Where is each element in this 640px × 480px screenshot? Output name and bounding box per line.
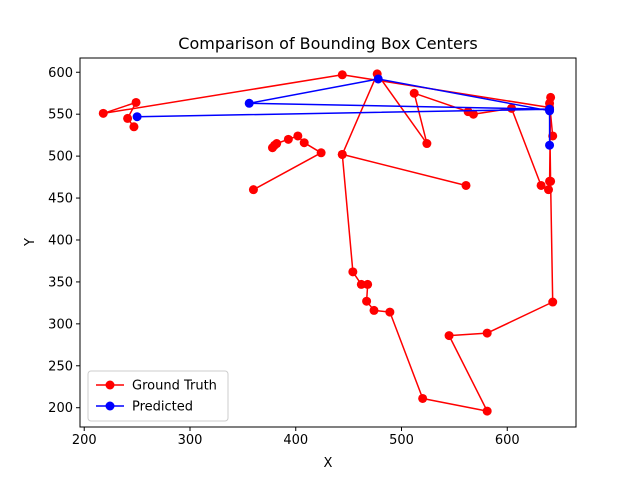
chart-title: Comparison of Bounding Box Centers (178, 34, 477, 53)
data-point-0-30 (123, 113, 133, 123)
y-axis-label: Y (23, 238, 38, 247)
plot-area: 200 300 400 500 600 200 250 300 350 400 450 500 550 6… (48, 57, 577, 448)
data-point-0-28 (98, 108, 108, 118)
data-point-1-4 (545, 104, 555, 114)
data-point-0-16 (362, 296, 372, 306)
series-line-3 (342, 153, 467, 187)
data-point-3-1 (337, 149, 347, 159)
data-point-1-2 (373, 74, 383, 84)
data-point-0-27 (337, 70, 347, 80)
data-point-0-15 (363, 279, 373, 289)
y-tick-label-4: 400 (48, 233, 73, 248)
x-tick-label-4: 600 (495, 433, 520, 448)
data-point-0-4 (544, 185, 554, 195)
data-point-2-7 (270, 140, 280, 150)
data-point-0-14 (356, 279, 366, 289)
y-tick-label-3: 350 (48, 275, 73, 290)
data-point-2-2 (299, 138, 309, 148)
data-point-0-31 (129, 122, 139, 132)
series-line-1 (137, 78, 551, 146)
data-point-0-22 (482, 328, 492, 338)
legend-label-1: Predicted (132, 400, 193, 415)
data-point-0-19 (418, 393, 428, 403)
data-point-2-4 (283, 134, 293, 144)
x-tick-label-1: 300 (178, 433, 203, 448)
data-point-0-13 (348, 267, 358, 277)
x-axis-label: X (324, 456, 333, 471)
data-point-0-20 (482, 406, 492, 416)
y-tick-label-7: 550 (48, 108, 73, 123)
data-point-2-0 (248, 185, 258, 195)
y-tick-label-0: 200 (48, 401, 73, 416)
y-tick-label-2: 300 (48, 317, 73, 332)
data-point-1-3 (244, 98, 254, 108)
data-point-0-0 (548, 131, 558, 141)
data-point-0-2 (546, 92, 556, 102)
data-point-0-21 (444, 331, 454, 341)
data-point-1-0 (545, 140, 555, 150)
data-point-0-23 (548, 297, 558, 307)
data-point-0-9 (409, 88, 419, 98)
legend: Ground Truth Predicted (87, 370, 229, 422)
data-point-0-8 (463, 107, 473, 117)
data-point-2-3 (293, 131, 303, 141)
x-tick-label-3: 500 (389, 433, 414, 448)
legend-marker-0 (105, 380, 115, 390)
data-point-3-0 (461, 180, 471, 190)
legend-box (87, 370, 229, 422)
data-point-0-17 (369, 305, 379, 315)
data-point-0-18 (385, 307, 395, 317)
legend-marker-1 (105, 401, 115, 411)
data-point-2-1 (316, 148, 326, 158)
y-tick-label-8: 600 (48, 66, 73, 81)
data-point-0-24 (546, 176, 556, 186)
x-tick-label-0: 200 (72, 433, 97, 448)
y-tick-label-1: 250 (48, 359, 73, 374)
x-tick-label-2: 400 (283, 433, 308, 448)
plot-frame (79, 57, 577, 428)
y-tick-label-5: 450 (48, 192, 73, 207)
data-point-0-10 (422, 139, 432, 149)
data-point-0-5 (536, 180, 546, 190)
data-point-1-5 (132, 112, 142, 122)
y-tick-label-6: 500 (48, 150, 73, 165)
legend-label-0: Ground Truth (132, 379, 217, 394)
data-point-0-29 (131, 97, 141, 107)
